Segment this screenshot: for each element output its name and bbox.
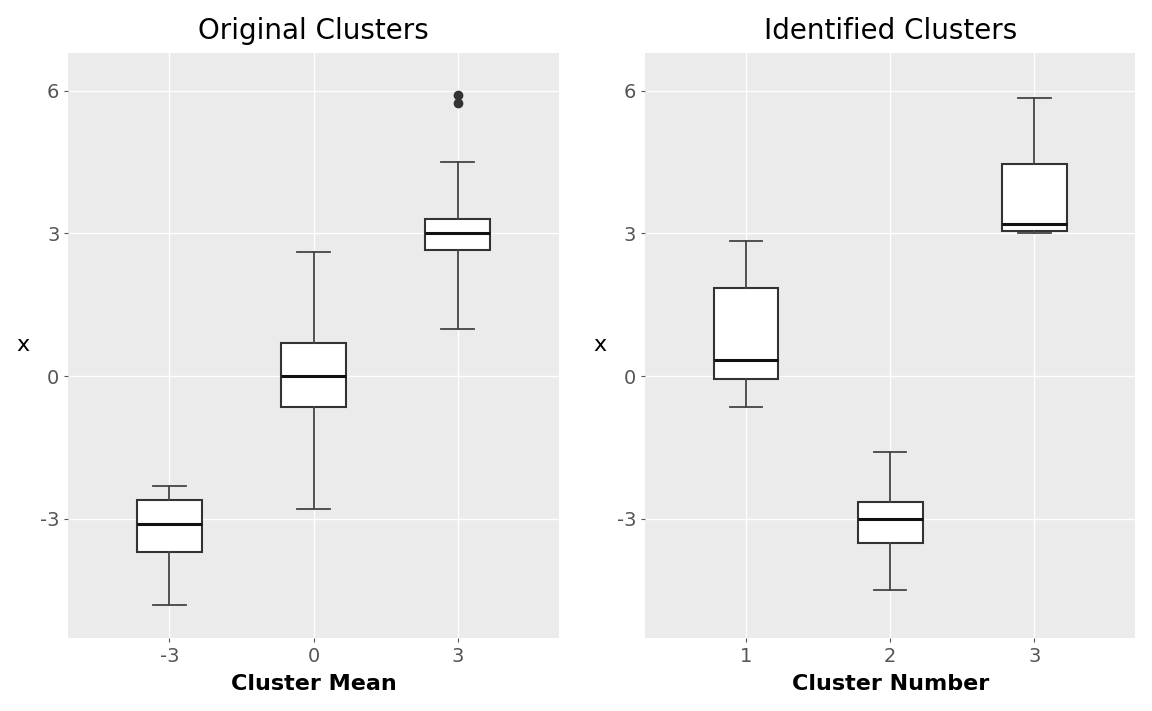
PathPatch shape bbox=[1002, 164, 1067, 231]
PathPatch shape bbox=[137, 500, 202, 552]
PathPatch shape bbox=[858, 503, 923, 542]
Y-axis label: x: x bbox=[16, 336, 30, 356]
PathPatch shape bbox=[425, 219, 490, 250]
PathPatch shape bbox=[713, 288, 779, 378]
Y-axis label: x: x bbox=[593, 336, 606, 356]
Title: Identified Clusters: Identified Clusters bbox=[764, 16, 1017, 45]
PathPatch shape bbox=[281, 343, 346, 407]
Title: Original Clusters: Original Clusters bbox=[198, 16, 429, 45]
X-axis label: Cluster Number: Cluster Number bbox=[791, 674, 988, 695]
X-axis label: Cluster Mean: Cluster Mean bbox=[230, 674, 396, 695]
